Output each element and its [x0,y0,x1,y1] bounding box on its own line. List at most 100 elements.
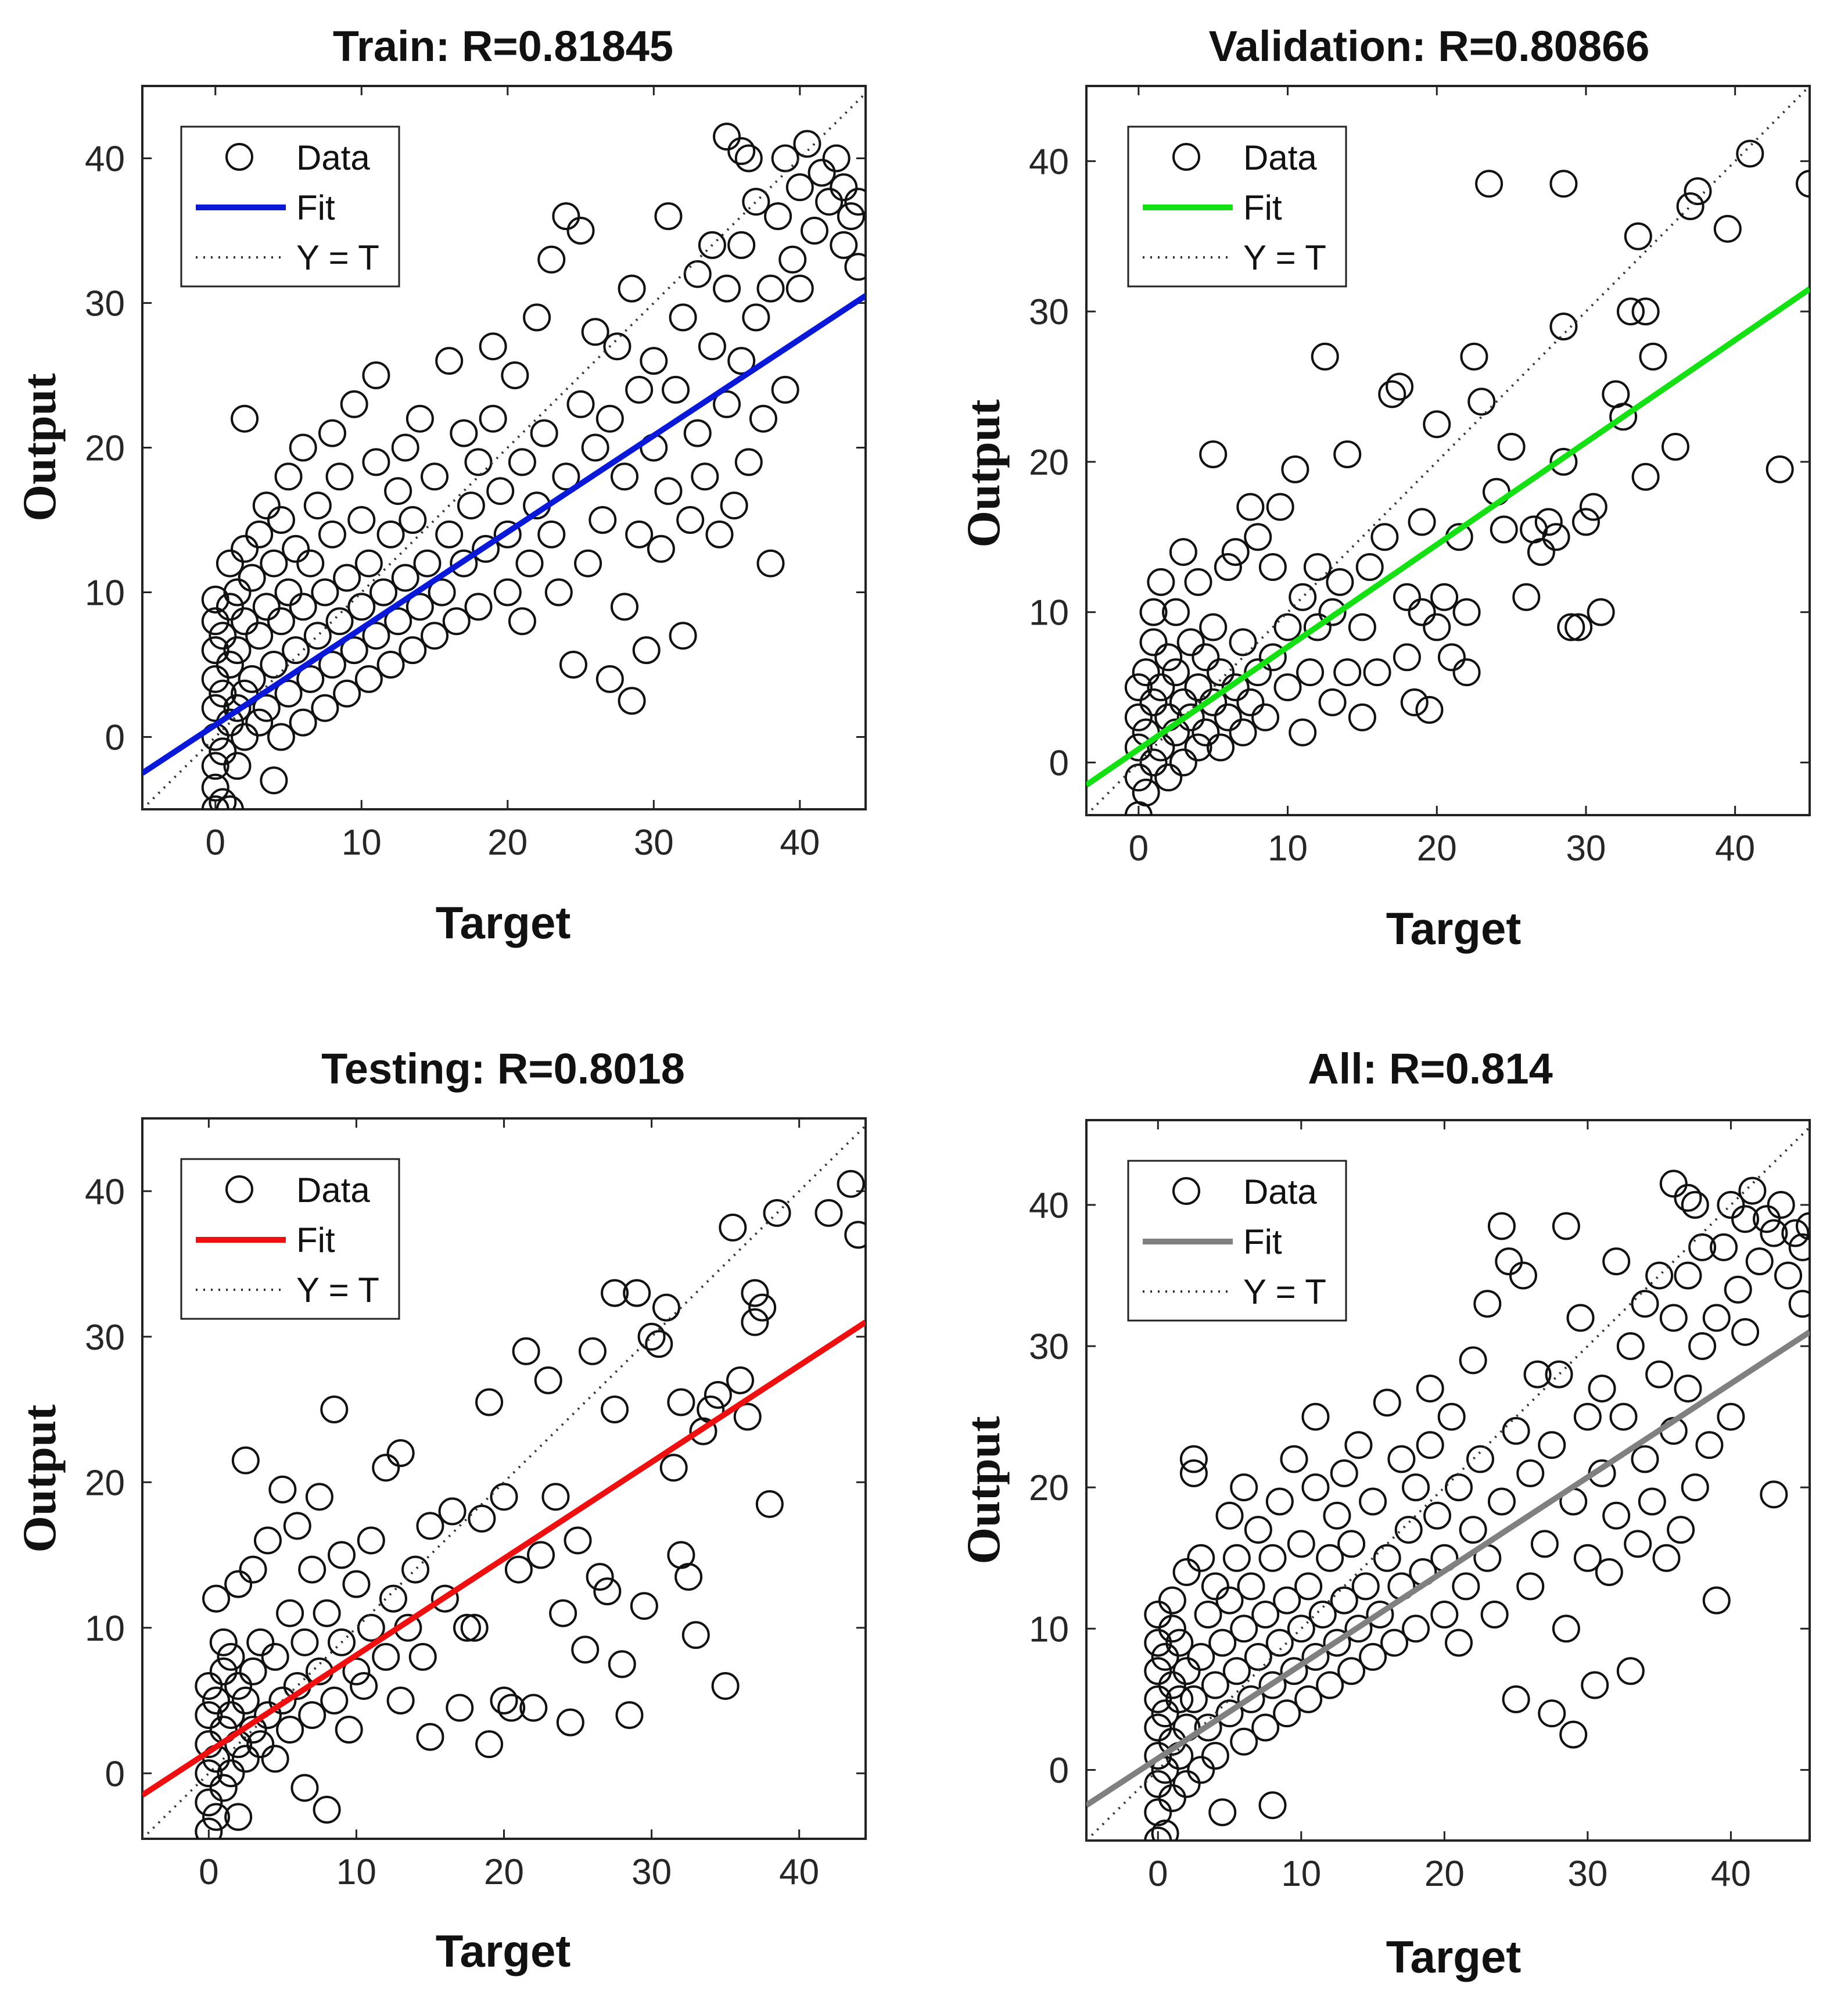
data-point [763,1199,791,1227]
data-point [1215,1586,1244,1615]
data-point [1124,703,1153,731]
data-point [276,1599,304,1627]
data-point [640,347,668,375]
data-point [362,448,390,476]
data-point [311,578,339,607]
data-point [552,462,580,491]
legend-identity-label: Y = T [296,238,379,277]
data-point [267,723,295,751]
data-point [1344,1615,1373,1643]
data-point [698,332,726,361]
legend-box [180,125,400,288]
data-point [1303,553,1332,582]
fit-line [1086,286,1810,788]
x-tick-label: 10 [336,1852,376,1892]
data-point [625,375,654,404]
plot-frame [1085,85,1811,816]
data-point [1199,688,1228,716]
data-point [1423,410,1451,439]
chart-panel-testing: Testing: R=0.8018 0 10 20 30 40 0 10 20 30 40 Tar… [0,1008,924,2016]
data-point [1144,1600,1172,1628]
data-point [1215,1501,1244,1530]
data-point [1172,1558,1201,1587]
data-point [1393,583,1421,611]
data-point [413,549,442,577]
x-tick-label: 30 [634,823,674,863]
data-point [1444,1473,1473,1502]
data-point [435,520,464,548]
data-point [399,506,427,534]
data-point [406,404,434,433]
data-point [1348,613,1376,641]
data-point [1184,568,1212,596]
data-point [1652,1544,1681,1572]
data-point [586,1563,614,1591]
data-point [1674,1183,1702,1212]
data-point [223,636,252,665]
data-point [401,1555,430,1584]
data-point [1208,1628,1237,1657]
data-point [1516,1572,1545,1601]
data-point [201,795,229,809]
data-point [296,549,325,577]
data-point [1192,643,1220,672]
data-point [667,1388,695,1416]
data-point [552,202,580,231]
data-point [1495,1247,1523,1276]
data-point [713,274,741,303]
data-point [623,1279,651,1307]
y-axis-label: Output [957,399,1010,547]
data-point [1616,1332,1645,1361]
chart-panel-all: All: R=0.814 0 10 20 30 40 0 10 20 30 40 Target O… [924,1008,1847,2016]
data-point [497,1694,526,1722]
x-tick-label: 0 [1148,1854,1168,1894]
data-point [1337,1530,1366,1558]
data-point [260,549,288,577]
data-point [756,274,785,303]
chart-testing: Testing: R=0.8018 0 10 20 30 40 0 10 20 30 40 Tar… [13,1045,867,1976]
legend-fit-label: Fit [296,1221,335,1260]
data-point [1194,1600,1222,1628]
data-point [239,1657,267,1685]
data-point [830,231,858,259]
data-point [1717,1190,1745,1219]
data-point [1179,1459,1208,1487]
data-point [1301,1642,1330,1671]
y-tick-label: 0 [1049,1750,1069,1791]
data-point [1616,1657,1645,1685]
data-point [1387,1445,1416,1473]
data-point [669,622,697,650]
data-point [347,506,376,534]
data-point [450,419,478,447]
data-point [1132,658,1160,687]
data-point [1222,1544,1251,1572]
y-tick-label: 40 [1029,142,1069,182]
data-point [1287,1530,1315,1558]
data-point [1266,493,1294,521]
data-point [720,492,748,520]
data-point [1199,613,1228,641]
data-point [1144,1685,1172,1713]
data-point [1179,1445,1208,1473]
data-point [755,1490,784,1518]
legend: Data Fit Y = T [1127,1160,1347,1322]
data-point [1144,1770,1172,1798]
data-point [421,462,449,491]
data-point [544,578,573,607]
chart-title: Testing: R=0.8018 [321,1045,685,1093]
data-point [217,1642,245,1671]
data-point [1557,613,1585,641]
data-point [581,318,609,346]
data-point [1573,1402,1602,1431]
data-point [713,390,741,418]
data-point [1124,733,1153,762]
data-point [1509,1261,1537,1290]
data-point [1230,1615,1258,1643]
data-point [1667,1516,1695,1544]
y-tick-label: 0 [105,1754,125,1794]
data-point [1400,688,1429,716]
data-point [1538,1431,1566,1459]
data-point [603,332,631,361]
data-point [350,1671,378,1700]
data-point [771,375,799,404]
